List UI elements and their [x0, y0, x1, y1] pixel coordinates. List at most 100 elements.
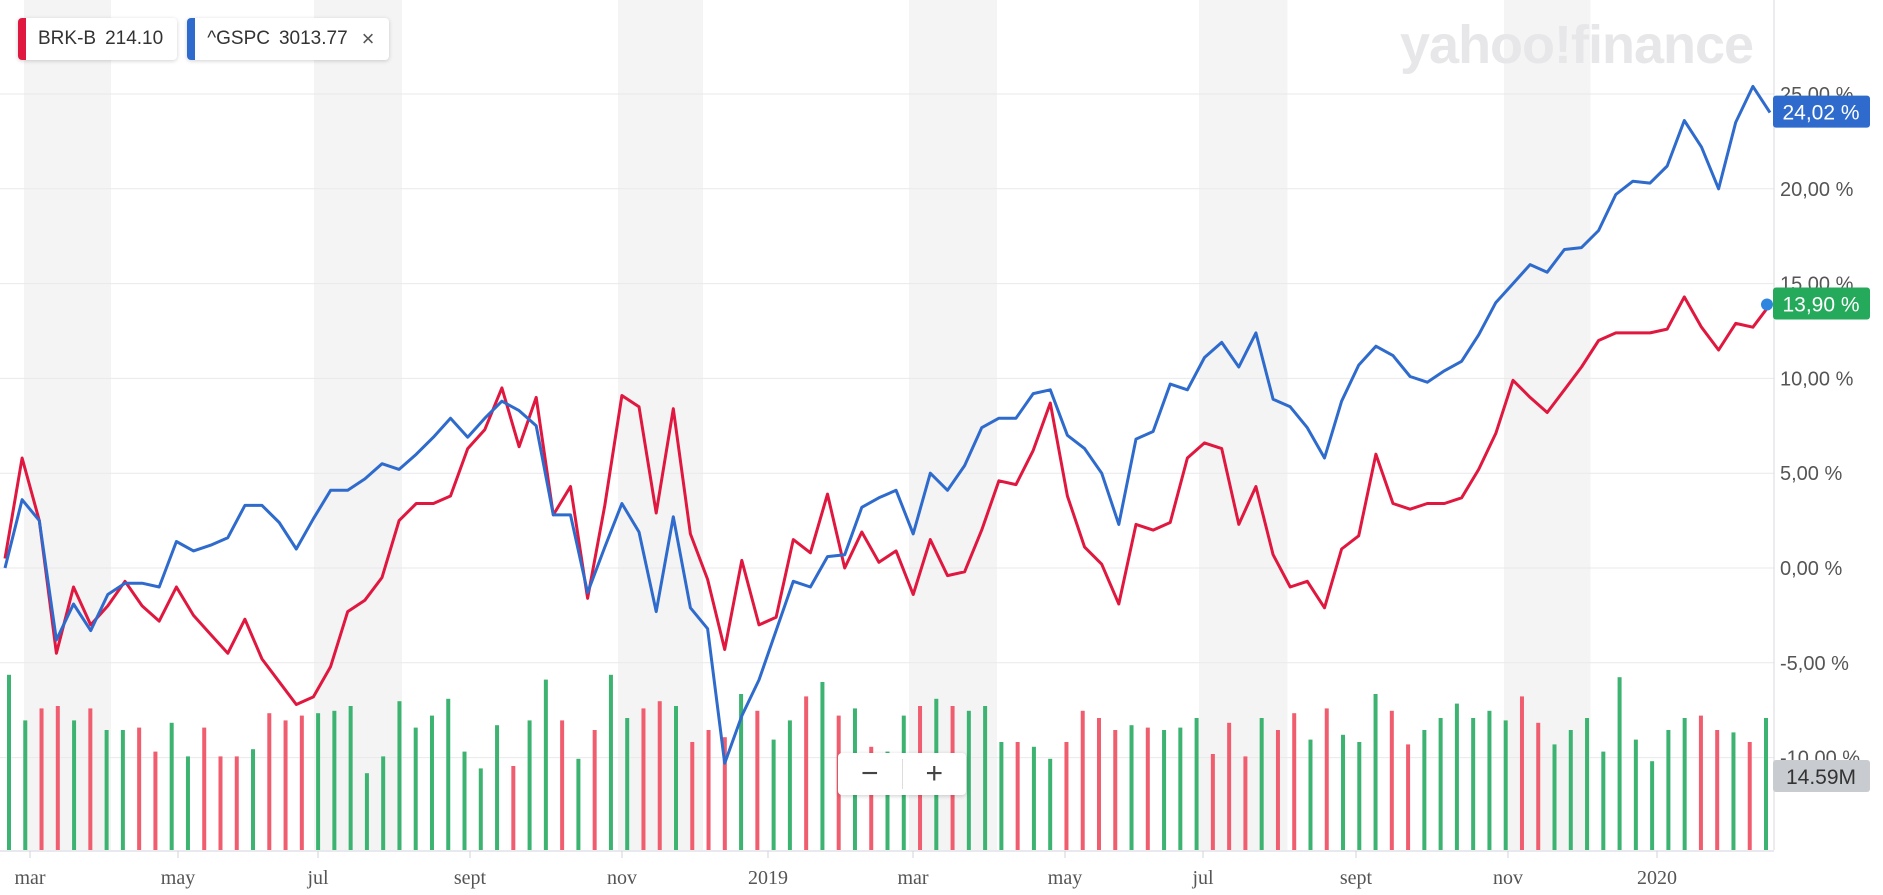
volume-bar [966, 710, 971, 850]
zoom-divider [901, 759, 903, 789]
volume-bar [429, 715, 434, 850]
brk-value-badge: 13,90 % [1773, 287, 1870, 320]
volume-bar [869, 746, 874, 850]
volume-bar [446, 698, 451, 850]
value-badges: 24,02 % 13,90 % 14.59M [1761, 95, 1870, 792]
x-tick-label: mar [897, 867, 928, 889]
x-tick-label: 2020 [1637, 867, 1677, 889]
volume-bar [72, 720, 77, 850]
volume-bar [88, 708, 93, 850]
volume-bar [1568, 730, 1573, 850]
volume-bar [560, 720, 565, 850]
volume-bar [7, 674, 11, 850]
volume-bar [511, 766, 516, 850]
x-tick-label: sept [454, 867, 487, 889]
volume-bar [1324, 708, 1329, 850]
y-axis: 25,00 %20,00 %15,00 %10,00 %5,00 %0,00 %… [1780, 84, 1860, 770]
volume-bar [804, 696, 809, 850]
series-line-gspc [3, 84, 1772, 765]
volume-bar [674, 706, 679, 850]
volume-bar [1064, 742, 1069, 850]
y-tick-label: -5,00 % [1780, 653, 1849, 675]
volume-bar [1715, 730, 1720, 850]
volume-bar [1178, 727, 1183, 850]
volume-bar [1341, 734, 1346, 850]
x-tick-label: jul [1191, 867, 1214, 889]
y-tick-label: 0,00 % [1780, 558, 1842, 580]
x-tick-label: may [161, 867, 195, 889]
volume-bar [1210, 754, 1215, 850]
series-line-brkb [3, 295, 1772, 706]
y-tick-label: 20,00 % [1780, 179, 1854, 201]
volume-bar [1438, 718, 1443, 850]
volume-bar [1080, 710, 1085, 850]
volume-bar [364, 773, 369, 850]
zoom-in-button[interactable]: + [925, 757, 944, 790]
volume-bar [1096, 718, 1101, 850]
volume-bar [1731, 732, 1736, 850]
month-bands [24, 0, 1591, 850]
volume-bar [527, 720, 532, 850]
yahoo-finance-logo: yahoo!finance [1400, 15, 1754, 75]
volume-bar [1471, 718, 1476, 850]
legend-symbol: BRK-B [38, 28, 97, 49]
volume-bar [1666, 730, 1671, 850]
volume-bar [1373, 694, 1378, 850]
gspc-value-badge: 24,02 % [1773, 95, 1870, 128]
volume-bar [641, 708, 646, 850]
volume-value-badge-text: 14.59M [1786, 766, 1856, 789]
volume-value-badge-box [1773, 760, 1870, 792]
volume-bar [1259, 718, 1264, 850]
x-tick-label: may [1048, 867, 1082, 889]
volume-bar [1601, 751, 1606, 850]
volume-value-badge: 14.59M [1773, 760, 1870, 792]
volume-bar [104, 730, 109, 850]
x-tick-label: mar [14, 867, 45, 889]
volume-bar [348, 706, 353, 850]
volume-bar [1129, 725, 1134, 850]
volume-bar [608, 674, 613, 850]
volume-bar [739, 694, 744, 850]
volume-bar [1227, 722, 1232, 850]
volume-bar [543, 679, 548, 850]
volume-bar [983, 706, 988, 850]
volume-bar [576, 758, 581, 850]
volume-bar [1633, 739, 1638, 850]
volume-bar [381, 756, 386, 850]
x-tick-label: 2019 [748, 867, 788, 889]
volume-bar [1487, 710, 1492, 850]
legend-chip-gspc[interactable]: ^GSPC 3013.77 × [187, 18, 389, 60]
volume-bar [39, 708, 44, 850]
volume-bar [1162, 730, 1167, 850]
volume-bar [1650, 761, 1655, 850]
volume-bar [1031, 746, 1036, 850]
close-icon[interactable]: × [361, 26, 375, 51]
volume-bar [1113, 730, 1118, 850]
brk-value-badge-box [1773, 287, 1870, 320]
brk-value-badge-text: 13,90 % [1782, 293, 1859, 316]
volume-bar [185, 756, 190, 850]
legend-chip-brk-b[interactable]: BRK-B 214.10 [18, 18, 178, 60]
volume-bar [169, 722, 174, 850]
price-lines [3, 84, 1772, 765]
volume-bar [267, 713, 272, 850]
volume-bar [495, 725, 500, 850]
grid-lines [0, 0, 1775, 850]
volume-bar [55, 706, 60, 850]
volume-bar [625, 718, 630, 850]
legend: BRK-B 214.10 ^GSPC 3013.77 × [18, 18, 389, 60]
volume-bar [1503, 720, 1508, 850]
legend-price: 3013.77 [278, 28, 348, 49]
volume-bar [283, 720, 288, 850]
volume-bar [1764, 718, 1768, 850]
volume-bar [1194, 718, 1199, 850]
volume-bars [7, 674, 1768, 850]
volume-bar [1357, 742, 1362, 850]
volume-bar [137, 727, 142, 850]
volume-bar [202, 727, 207, 850]
zoom-control: − + [838, 753, 966, 795]
volume-bar [1308, 739, 1313, 850]
volume-bar [1552, 744, 1557, 850]
zoom-out-button[interactable]: − [860, 757, 879, 790]
